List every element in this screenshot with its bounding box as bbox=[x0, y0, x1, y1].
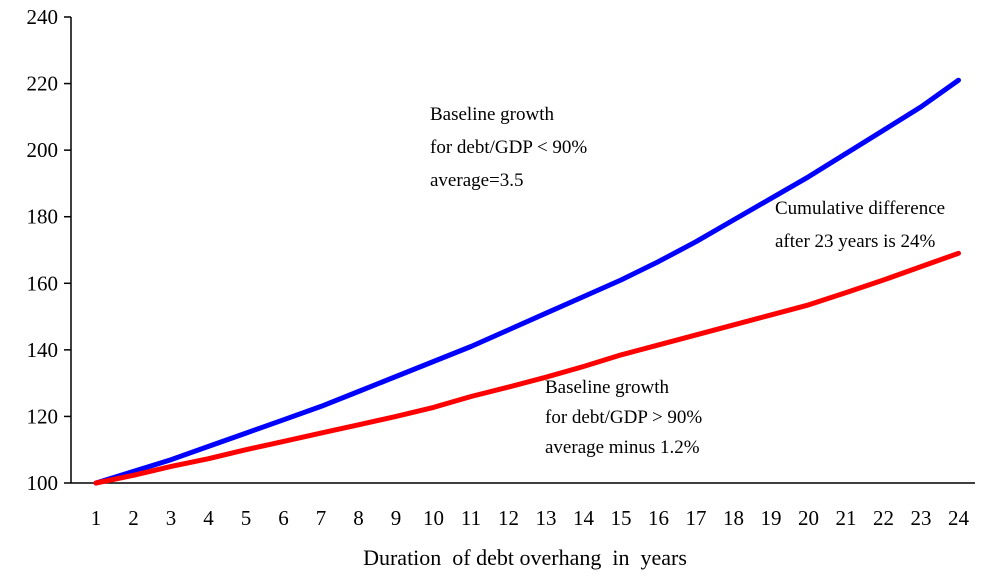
annotation-above-90-line-2: for debt/GDP > 90% bbox=[545, 407, 702, 428]
axes bbox=[70, 17, 975, 484]
annotation-cumulative-difference: Cumulative difference after 23 years is … bbox=[775, 198, 950, 252]
annotation-above-90: Baseline growth for debt/GDP > 90% avera… bbox=[545, 377, 707, 458]
x-tick-label: 8 bbox=[353, 506, 364, 530]
x-tick-label: 3 bbox=[166, 506, 177, 530]
y-tick-label: 100 bbox=[27, 471, 59, 495]
x-axis-title: Duration of debt overhang in years bbox=[363, 545, 687, 570]
series-line-2 bbox=[93, 250, 961, 486]
x-tick-label: 17 bbox=[686, 506, 707, 530]
annotation-cumulative-line-2: after 23 years is 24% bbox=[775, 231, 936, 252]
x-tick-label: 16 bbox=[648, 506, 669, 530]
x-tick-label: 4 bbox=[203, 506, 214, 530]
x-tick-label: 23 bbox=[911, 506, 932, 530]
x-tick-label: 2 bbox=[128, 506, 139, 530]
x-tick-label: 24 bbox=[948, 506, 970, 530]
annotation-above-90-line-3: average minus 1.2% bbox=[545, 437, 700, 458]
annotation-below-90-line-1: Baseline growth bbox=[430, 104, 555, 125]
x-tick-label: 21 bbox=[836, 506, 857, 530]
annotation-below-90-line-2: for debt/GDP < 90% bbox=[430, 137, 587, 158]
x-tick-label: 5 bbox=[241, 506, 252, 530]
x-tick-label: 15 bbox=[611, 506, 632, 530]
x-tick-label: 19 bbox=[761, 506, 782, 530]
series-layer bbox=[93, 77, 961, 486]
x-tick-label: 10 bbox=[423, 506, 444, 530]
y-tick-label: 200 bbox=[27, 138, 59, 162]
annotation-below-90: Baseline growth for debt/GDP < 90% avera… bbox=[430, 104, 592, 191]
annotation-above-90-line-1: Baseline growth bbox=[545, 377, 670, 398]
series-line-1 bbox=[93, 77, 961, 486]
y-tick-label: 180 bbox=[27, 205, 59, 229]
x-tick-label: 6 bbox=[278, 506, 289, 530]
x-tick-label: 11 bbox=[461, 506, 481, 530]
y-tick-label: 220 bbox=[27, 72, 59, 96]
y-ticks: 100 120 140 160 180 200 220 240 bbox=[27, 5, 71, 495]
x-tick-label: 13 bbox=[536, 506, 557, 530]
annotation-below-90-line-3: average=3.5 bbox=[430, 170, 524, 191]
y-tick-label: 240 bbox=[27, 5, 59, 29]
y-tick-label: 160 bbox=[27, 271, 59, 295]
x-tick-label: 7 bbox=[316, 506, 327, 530]
y-tick-label: 140 bbox=[27, 338, 59, 362]
x-tick-label: 12 bbox=[498, 506, 519, 530]
x-tick-label: 14 bbox=[573, 506, 595, 530]
x-tick-label: 9 bbox=[391, 506, 402, 530]
y-tick-label: 120 bbox=[27, 404, 59, 428]
x-ticks: 1 2 3 4 5 6 7 8 9 10 11 12 13 14 15 16 17 18 19 20 21 22 23 24 bbox=[91, 506, 970, 530]
x-tick-label: 18 bbox=[723, 506, 744, 530]
x-tick-label: 20 bbox=[798, 506, 819, 530]
annotation-cumulative-line-1: Cumulative difference bbox=[775, 198, 945, 219]
x-tick-label: 22 bbox=[873, 506, 894, 530]
x-tick-label: 1 bbox=[91, 506, 102, 530]
